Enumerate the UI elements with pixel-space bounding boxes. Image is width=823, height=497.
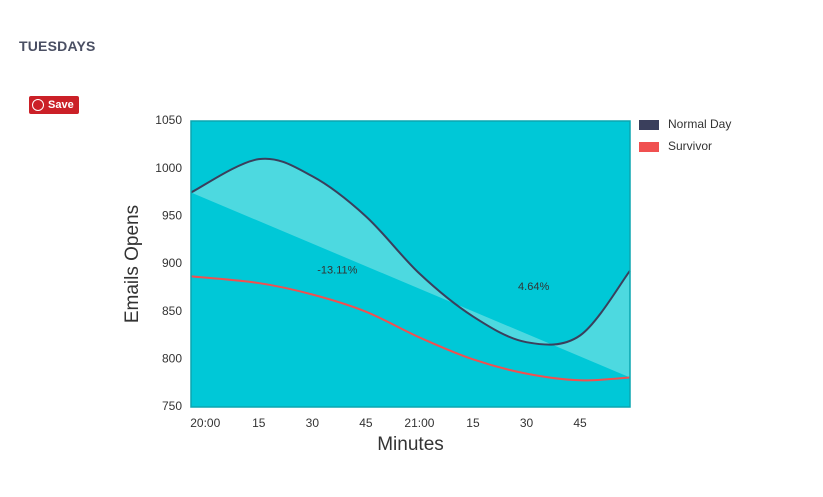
y-tick-label: 900	[162, 256, 182, 270]
y-tick-label: 850	[162, 304, 182, 318]
fill-between	[191, 158, 630, 378]
x-tick-label: 30	[306, 416, 320, 430]
legend-swatch	[639, 120, 659, 130]
legend-label: Normal Day	[668, 117, 731, 131]
x-tick-label: 45	[359, 416, 373, 430]
x-axis-title: Minutes	[377, 434, 444, 455]
plot-border	[190, 120, 631, 408]
x-tick-label: 21:00	[404, 416, 434, 430]
page-title: TUESDAYS	[19, 38, 96, 54]
x-tick-label: 45	[573, 416, 587, 430]
pin-icon	[32, 99, 44, 111]
x-tick-label: 15	[252, 416, 266, 430]
save-label: Save	[48, 99, 74, 111]
y-tick-label: 1000	[155, 161, 182, 175]
x-tick-label: 15	[466, 416, 480, 430]
annotation: -13.11%	[317, 265, 357, 277]
y-tick-label: 800	[162, 352, 182, 366]
y-tick-label: 750	[162, 399, 182, 413]
y-tick-label: 1050	[155, 113, 182, 127]
x-tick-label: 30	[520, 416, 534, 430]
y-tick-label: 950	[162, 209, 182, 223]
legend-swatch	[639, 142, 659, 152]
series-line	[190, 157, 631, 346]
series-line	[190, 275, 631, 382]
plot-background	[191, 121, 630, 407]
save-button[interactable]: Save	[29, 96, 79, 114]
legend-label: Survivor	[668, 139, 712, 153]
annotation: 4.64%	[518, 281, 549, 293]
y-axis-title: Emails Opens	[122, 205, 143, 323]
x-tick-label: 20:00	[190, 416, 220, 430]
